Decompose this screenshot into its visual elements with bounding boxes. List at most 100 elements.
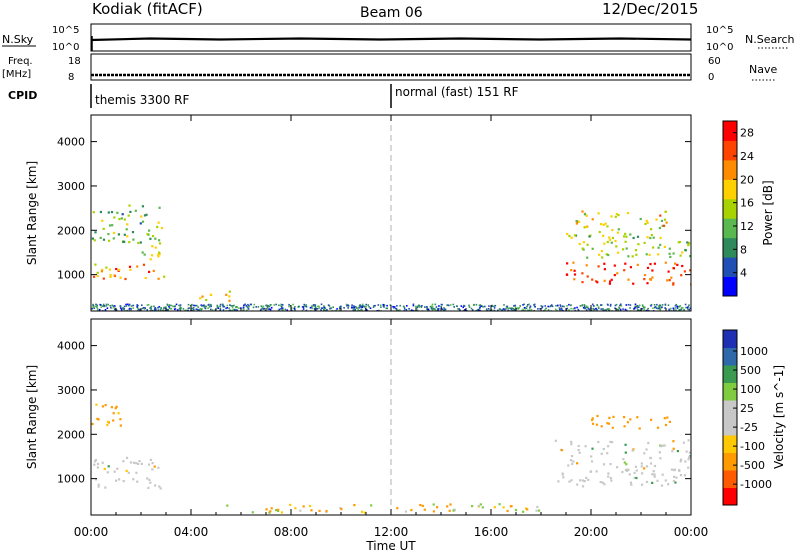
power-cell <box>550 305 552 307</box>
velocity-cell <box>360 510 364 513</box>
power-cell <box>560 307 563 310</box>
power-cell <box>435 306 438 308</box>
power-cell <box>447 304 450 307</box>
power-cell <box>149 307 151 309</box>
power-cell <box>102 238 106 241</box>
velocity-cell <box>688 456 691 459</box>
power-cell <box>294 306 296 308</box>
power-cell <box>200 304 203 306</box>
power-cell <box>155 309 157 311</box>
power-cell <box>646 221 649 224</box>
power-cell <box>179 306 182 308</box>
power-cell <box>360 308 362 311</box>
power-cell <box>689 307 691 310</box>
power-cell <box>393 306 396 308</box>
power-cell <box>136 306 138 308</box>
power-cell <box>581 210 584 213</box>
power-cell <box>323 305 325 307</box>
velocity-cell <box>522 510 525 513</box>
power-cell <box>127 214 130 217</box>
power-cell <box>576 306 578 309</box>
velocity-colorbar-segment <box>723 417 737 436</box>
power-cell <box>160 227 164 230</box>
power-cell <box>638 309 640 311</box>
power-cell <box>576 220 579 223</box>
power-cell <box>429 305 432 308</box>
velocity-colorbar-segment <box>723 347 737 366</box>
power-cell <box>139 222 142 225</box>
power-cell <box>360 306 362 308</box>
velocity-cell <box>590 460 594 463</box>
power-cell <box>616 308 619 311</box>
power-cell <box>626 212 630 215</box>
power-cell <box>157 277 160 280</box>
power-cell <box>685 306 687 309</box>
power-cell <box>330 307 333 309</box>
power-cell <box>355 306 357 308</box>
power-cell <box>556 309 558 311</box>
power-cell <box>639 217 642 221</box>
power-cell <box>573 234 577 237</box>
velocity-cell <box>640 462 643 465</box>
power-cell <box>455 305 458 307</box>
velocity-cell <box>510 505 513 508</box>
power-cell <box>600 304 603 306</box>
power-cell <box>658 226 661 230</box>
power-cell <box>122 240 125 243</box>
power-cell <box>122 307 124 309</box>
velocity-cell <box>318 509 321 512</box>
velocity-cell <box>514 509 518 512</box>
power-cell <box>431 308 434 311</box>
velocity-cell <box>370 504 373 507</box>
velocity-cell <box>110 406 113 409</box>
velocity-colorbar-segment <box>723 365 737 383</box>
power-cell <box>166 308 168 311</box>
power-cell <box>672 252 675 255</box>
power-cell <box>323 309 325 311</box>
power-cell <box>683 309 685 311</box>
power-cell <box>555 304 557 307</box>
velocity-cell <box>94 458 98 462</box>
power-cell <box>672 282 675 285</box>
power-cell <box>668 308 671 311</box>
power-cell <box>602 234 605 237</box>
power-cell <box>502 308 505 310</box>
velocity-cell <box>151 468 154 471</box>
power-cell <box>320 309 322 311</box>
power-cell <box>659 306 661 308</box>
power-cell <box>615 245 618 248</box>
power-colorbar-segment <box>723 218 737 239</box>
power-cell <box>573 269 576 272</box>
velocity-cell <box>607 422 610 425</box>
power-cell <box>140 215 143 218</box>
power-cell <box>547 305 549 308</box>
power-cell <box>485 309 488 311</box>
power-cell <box>99 210 102 214</box>
power-cell <box>426 306 428 308</box>
power-cell <box>485 308 488 310</box>
power-cell <box>109 273 112 277</box>
power-cell <box>108 239 111 242</box>
velocity-cell <box>148 463 151 466</box>
power-cell <box>208 306 211 308</box>
power-cell <box>158 206 161 209</box>
power-cell <box>616 272 619 275</box>
power-cell <box>544 305 546 307</box>
power-cell <box>113 308 116 311</box>
power-cell <box>150 308 152 311</box>
power-cell <box>494 304 497 307</box>
velocity-cell <box>611 426 614 429</box>
velocity-cell <box>107 465 110 468</box>
power-cell <box>119 276 122 279</box>
power-cell <box>286 309 288 311</box>
velocity-cell <box>661 473 664 476</box>
power-cell <box>593 308 596 311</box>
power-cell <box>383 306 385 308</box>
power-cell <box>182 308 185 310</box>
velocity-colorbar-tick-label: -500 <box>740 459 765 472</box>
power-cell <box>201 308 203 310</box>
power-cell <box>412 304 415 307</box>
x-tick-label: 04:00 <box>174 525 209 539</box>
power-cell <box>109 304 112 307</box>
velocity-cell <box>672 440 675 443</box>
